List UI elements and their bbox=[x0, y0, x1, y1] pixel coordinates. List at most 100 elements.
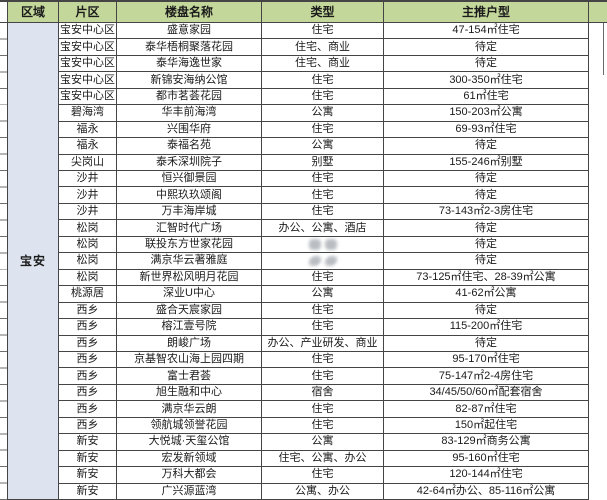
cell-units: 待定 bbox=[384, 302, 589, 320]
cell-units: 155-246㎡别墅 bbox=[384, 154, 589, 172]
cell-units: 待定 bbox=[384, 220, 589, 237]
cell-name: 泰华海逸世家 bbox=[117, 55, 262, 73]
cell-name: 朗峻广场 bbox=[117, 335, 262, 352]
cell-name: 旭生融和中心 bbox=[117, 384, 262, 402]
cell-name: 京基智农山海上园四期 bbox=[117, 351, 262, 369]
cut-column-right-header bbox=[589, 2, 607, 23]
cell-name: 广兴源蓝湾 bbox=[117, 483, 262, 500]
cell-name: 盛意家园 bbox=[117, 23, 262, 40]
cell-district: 宝安中心区 bbox=[59, 88, 117, 106]
cell-district: 西乡 bbox=[59, 302, 117, 320]
cell-type: 公寓 bbox=[262, 138, 384, 155]
cell-units: 34/45/50/60㎡配套宿舍 bbox=[384, 384, 589, 402]
cell-name: 都市茗荟花园 bbox=[117, 88, 262, 106]
cell-units: 47-154㎡住宅 bbox=[384, 23, 589, 40]
cell-name: 泰福名苑 bbox=[117, 138, 262, 155]
cell-units: 82-87㎡住宅 bbox=[384, 401, 589, 418]
cell-units: 300-350㎡住宅 bbox=[384, 72, 589, 89]
cell-units: 75-147㎡2-4房住宅 bbox=[384, 368, 589, 385]
cell-type: 宿舍 bbox=[262, 384, 384, 402]
cut-gridline bbox=[603, 23, 604, 75]
cell-name: 汇智时代广场 bbox=[117, 220, 262, 237]
watermark-smudge bbox=[308, 239, 337, 251]
cell-name: 中熙玖玖颂阁 bbox=[117, 187, 262, 204]
cell-district: 西乡 bbox=[59, 335, 117, 352]
cell-name: 万科大都会 bbox=[117, 467, 262, 484]
cell-district: 宝安中心区 bbox=[59, 72, 117, 89]
cell-name: 领航城领誉花园 bbox=[117, 417, 262, 435]
cell-district: 松岗 bbox=[59, 253, 117, 270]
cell-type: 住宅 bbox=[262, 417, 384, 435]
header-main-units: 主推户型 bbox=[384, 2, 589, 23]
cell-type: 住宅 bbox=[262, 23, 384, 40]
cell-name: 华丰前海湾 bbox=[117, 105, 262, 122]
cell-name: 泰禾深圳院子 bbox=[117, 154, 262, 172]
cell-units: 150㎡起住宅 bbox=[384, 417, 589, 435]
cut-column-left-gridlines bbox=[0, 23, 8, 500]
cell-name: 盛合天宸家园 bbox=[117, 302, 262, 320]
cell-units: 61㎡住宅 bbox=[384, 88, 589, 106]
cell-units: 83-129㎡商务公寓 bbox=[384, 434, 589, 451]
cell-district: 西乡 bbox=[59, 368, 117, 385]
cell-name: 满京华云朗 bbox=[117, 401, 262, 418]
cell-district: 新安 bbox=[59, 483, 117, 500]
cell-district: 桃源居 bbox=[59, 286, 117, 303]
cell-type bbox=[262, 236, 384, 254]
cell-units: 待定 bbox=[384, 138, 589, 155]
cut-column-right-body bbox=[589, 23, 607, 500]
cell-district: 西乡 bbox=[59, 401, 117, 418]
cell-type: 公寓 bbox=[262, 434, 384, 451]
cell-district: 宝安中心区 bbox=[59, 39, 117, 56]
cut-column-left-header bbox=[0, 2, 8, 23]
cell-type: 公寓、办公 bbox=[262, 483, 384, 500]
cell-district: 尖岗山 bbox=[59, 154, 117, 172]
cell-units: 73-125㎡住宅、28-39㎡公寓 bbox=[384, 269, 589, 287]
cell-name: 宏发新领域 bbox=[117, 450, 262, 468]
cell-name: 富士君荟 bbox=[117, 368, 262, 385]
cell-type: 公寓 bbox=[262, 105, 384, 122]
cell-district: 松岗 bbox=[59, 236, 117, 254]
cell-type: 住宅 bbox=[262, 368, 384, 385]
cell-units: 待定 bbox=[384, 187, 589, 204]
cell-units: 42-64㎡办公、85-116㎡公寓 bbox=[384, 483, 589, 500]
cell-units: 95-160㎡住宅 bbox=[384, 450, 589, 468]
cell-type: 住宅 bbox=[262, 72, 384, 89]
cell-type: 住宅 bbox=[262, 203, 384, 221]
cell-type: 住宅 bbox=[262, 401, 384, 418]
header-type: 类型 bbox=[262, 2, 384, 23]
cell-units: 待定 bbox=[384, 253, 589, 270]
cell-type: 住宅 bbox=[262, 302, 384, 320]
cell-type: 住宅 bbox=[262, 467, 384, 484]
cell-units: 69-93㎡住宅 bbox=[384, 121, 589, 139]
cell-district: 福永 bbox=[59, 121, 117, 139]
cell-district: 新安 bbox=[59, 450, 117, 468]
cell-type: 住宅、公寓、办公 bbox=[262, 450, 384, 468]
cell-type: 住宅 bbox=[262, 88, 384, 106]
cell-name: 联投东方世家花园 bbox=[117, 236, 262, 254]
cell-district: 松岗 bbox=[59, 220, 117, 237]
cell-name: 满京华云著雅庭 bbox=[117, 253, 262, 270]
cell-district: 西乡 bbox=[59, 384, 117, 402]
cell-units: 待定 bbox=[384, 236, 589, 254]
cell-district: 宝安中心区 bbox=[59, 55, 117, 73]
header-district: 片区 bbox=[59, 2, 117, 23]
cell-district: 松岗 bbox=[59, 269, 117, 287]
cell-district: 新安 bbox=[59, 434, 117, 451]
cell-type: 办公、产业研发、商业 bbox=[262, 335, 384, 352]
cell-type: 住宅 bbox=[262, 171, 384, 188]
cell-name: 新锦安海纳公馆 bbox=[117, 72, 262, 89]
cell-district: 沙井 bbox=[59, 171, 117, 188]
cell-district: 碧海湾 bbox=[59, 105, 117, 122]
cell-type: 住宅 bbox=[262, 269, 384, 287]
cell-type: 别墅 bbox=[262, 154, 384, 172]
cell-name: 恒兴御景园 bbox=[117, 171, 262, 188]
region-merged-cell: 宝安 bbox=[8, 23, 59, 500]
cell-type: 公寓 bbox=[262, 286, 384, 303]
cell-type: 住宅 bbox=[262, 121, 384, 139]
cell-units: 待定 bbox=[384, 335, 589, 352]
cell-type bbox=[262, 253, 384, 270]
cell-name: 大悦城·天玺公馆 bbox=[117, 434, 262, 451]
cell-district: 新安 bbox=[59, 467, 117, 484]
cell-units: 待定 bbox=[384, 171, 589, 188]
cell-type: 住宅、商业 bbox=[262, 39, 384, 56]
